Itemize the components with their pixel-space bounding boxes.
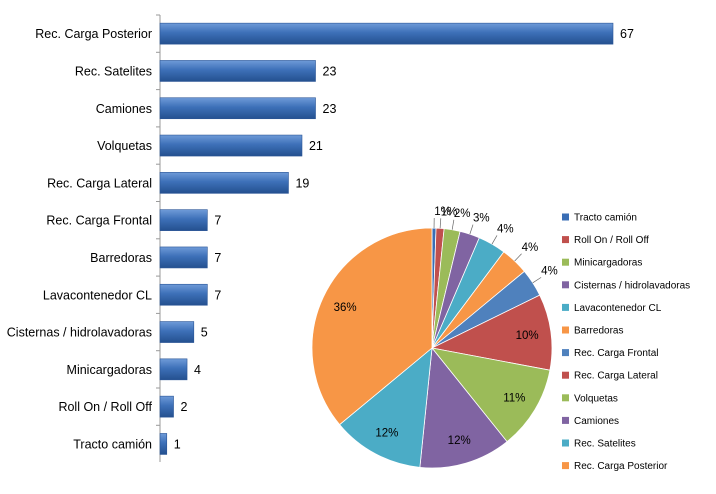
legend-swatch-lavacontenedor-cl xyxy=(562,303,569,311)
bar-value-label-rec-carga-frontal: 7 xyxy=(214,214,221,228)
pie-slice-volquetas xyxy=(431,347,551,443)
pie-leader-line-rec-carga-frontal xyxy=(532,277,542,284)
legend-label-minicargadoras: Minicargadoras xyxy=(574,258,642,269)
legend-swatch-rec-carga-posterior xyxy=(562,462,569,470)
bar-category-label-cisternas-hidrolavadoras: Cisternas / hidrolavadoras xyxy=(7,326,152,340)
bar-value-label-minicargadoras: 4 xyxy=(194,363,201,377)
legend-label-camiones: Camiones xyxy=(574,416,619,427)
legend-swatch-tracto-camion xyxy=(562,213,569,221)
pie-percent-label-volquetas: 11% xyxy=(503,392,525,404)
legend-label-rec-carga-frontal: Rec. Carga Frontal xyxy=(574,348,658,359)
pie-percent-label-lavacontenedor-cl: 4% xyxy=(497,223,514,235)
bar-category-label-lavacontenedor-cl: Lavacontenedor CL xyxy=(43,288,152,302)
bar-value-label-barredoras: 7 xyxy=(214,251,221,265)
pie-percent-label-camiones: 12% xyxy=(448,435,471,447)
legend-swatch-cisternas-hidrolavadoras xyxy=(562,281,569,289)
legend-swatch-minicargadoras xyxy=(562,258,569,266)
bar-category-label-camiones: Camiones xyxy=(96,102,152,116)
legend-swatch-rec-satelites xyxy=(562,439,569,447)
legend-label-volquetas: Volquetas xyxy=(574,393,618,404)
pie-percent-label-cisternas-hidrolavadoras: 3% xyxy=(473,213,490,225)
bar-rec-carga-posterior xyxy=(159,22,614,45)
bar-category-label-minicargadoras: Minicargadoras xyxy=(67,363,152,377)
legend-swatch-rec-carga-lateral xyxy=(562,371,569,379)
legend-label-rec-carga-posterior: Rec. Carga Posterior xyxy=(574,461,668,472)
pie-slice-rec-carga-lateral xyxy=(430,294,553,371)
legend-label-rec-satelites: Rec. Satelites xyxy=(574,439,636,450)
bar-category-label-rec-carga-lateral: Rec. Carga Lateral xyxy=(47,176,152,190)
legend-label-roll-on-roll-off: Roll On / Roll Off xyxy=(574,235,649,246)
bar-category-label-barredoras: Barredoras xyxy=(90,251,152,265)
bar-roll-on-roll-off xyxy=(159,395,174,418)
bar-value-label-volquetas: 21 xyxy=(309,139,323,153)
pie-percent-label-rec-carga-posterior: 36% xyxy=(334,302,357,314)
pie-chart: 1%1%2% 3%4%4%4%10%11%12%12%36% xyxy=(311,206,558,469)
pie-percent-label-minicargadoras: 2% xyxy=(454,208,471,220)
legend-label-lavacontenedor-cl: Lavacontenedor CL xyxy=(574,303,662,314)
bar-value-label-rec-satelites: 23 xyxy=(323,64,337,78)
legend-label-cisternas-hidrolavadoras: Cisternas / hidrolavadoras xyxy=(574,280,690,291)
legend-label-barredoras: Barredoras xyxy=(574,326,623,337)
bar-volquetas xyxy=(159,134,303,157)
pie-percent-label-rec-carga-frontal: 4% xyxy=(541,265,558,277)
pie-leader-line-minicargadoras xyxy=(451,219,455,230)
pie-slice-camiones xyxy=(419,346,508,469)
bar-category-label-rec-carga-posterior: Rec. Carga Posterior xyxy=(35,27,152,41)
pie-percent-label-tracto-camion: 1% xyxy=(434,206,451,218)
bar-value-label-lavacontenedor-cl: 7 xyxy=(214,288,221,302)
legend-swatch-roll-on-roll-off xyxy=(562,236,569,244)
pie-percent-label-rec-carga-lateral: 10% xyxy=(516,330,539,342)
bar-category-label-volquetas: Volquetas xyxy=(97,139,152,153)
pie-percent-label-barredoras: 4% xyxy=(522,242,539,254)
legend-swatch-barredoras xyxy=(562,326,569,334)
bar-rec-carga-frontal xyxy=(159,209,208,231)
legend-swatch-volquetas xyxy=(562,394,569,402)
pie-percent-label-roll-on-roll-off: 1% xyxy=(441,206,458,218)
pie-legend: Tracto camión Roll On / Roll Off Minicarga… xyxy=(562,213,690,472)
bar-barredoras xyxy=(159,246,208,269)
bar-lavacontenedor-cl xyxy=(159,283,208,306)
bar-tracto-camion xyxy=(159,433,168,455)
bar-category-label-rec-carga-frontal: Rec. Carga Frontal xyxy=(46,214,152,228)
bar-category-label-rec-satelites: Rec. Satelites xyxy=(75,64,152,78)
legend-swatch-rec-carga-frontal xyxy=(562,349,569,357)
pie-leader-line-cisternas-hidrolavadoras xyxy=(469,224,474,235)
legend-label-rec-carga-lateral: Rec. Carga Lateral xyxy=(574,371,658,382)
bar-value-label-roll-on-roll-off: 2 xyxy=(181,400,188,414)
bar-value-label-camiones: 23 xyxy=(323,102,337,116)
pie-slice-rec-satelites xyxy=(339,347,433,468)
bar-chart: Rec. Carga Posterior 67 Rec. Satelites 23 Ca… xyxy=(7,14,634,455)
bar-cisternas-hidrolavadoras xyxy=(159,321,195,343)
bar-minicargadoras xyxy=(159,358,188,381)
bar-rec-carga-lateral xyxy=(159,172,289,194)
bar-category-label-tracto-camion: Tracto camión xyxy=(73,437,152,451)
pie-leader-line-lavacontenedor-cl xyxy=(491,235,498,245)
bar-value-label-cisternas-hidrolavadoras: 5 xyxy=(201,326,208,340)
bar-category-label-roll-on-roll-off: Roll On / Roll Off xyxy=(58,400,152,414)
pie-slice-rec-carga-posterior xyxy=(311,227,433,426)
pie-leader-line-roll-on-roll-off xyxy=(439,218,442,229)
pie-percent-label-rec-satelites: 12% xyxy=(375,428,398,440)
legend-label-tracto-camion: Tracto camión xyxy=(574,213,637,224)
legend-swatch-camiones xyxy=(562,416,569,424)
bar-rec-satelites xyxy=(159,60,316,82)
bar-value-label-rec-carga-posterior: 67 xyxy=(620,27,634,41)
bar-value-label-tracto-camion: 1 xyxy=(174,437,181,451)
bar-camiones xyxy=(159,97,316,120)
pie-leader-line-barredoras xyxy=(514,253,522,262)
bar-value-label-rec-carga-lateral: 19 xyxy=(295,176,309,190)
